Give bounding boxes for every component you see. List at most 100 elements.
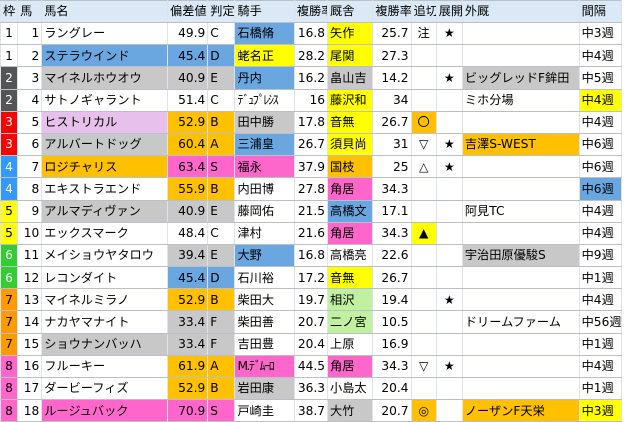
stable-cell: 高橋文 [327,199,374,223]
stable-rate-cell: 10.5 [372,310,412,334]
grade-cell: E [207,199,236,223]
table-row: 2 3 マイネルホウオウ 40.9 E 丹内 16.2 畠山吉 14.2 ★ ビッグレッドF鉾田 中5… [0,66,623,90]
waku-cell: 1 [0,21,19,46]
tenkai-mark-cell [435,266,463,290]
table-row: 8 16 フルーキー 61.9 A M.ﾃﾞﾑｰﾛ 44.5 角居 34.3 ▽ ★ 中4週 [0,354,623,379]
jockey-cell: 三浦皇 [234,132,295,157]
jockey-cell: 内田博 [234,177,295,201]
stable-rate-cell: 20.4 [372,376,412,401]
jockey-cell: 吉田豊 [234,332,295,356]
jockey-cell: 丹内 [234,66,295,90]
horse-number-cell: 1 [17,21,43,46]
deviation-cell: 60.4 [167,132,209,157]
stable-cell: 二ノ宮 [327,310,374,334]
oikiri-mark-cell: ▲ [410,221,437,245]
interval-cell: 中6週 [578,132,623,157]
interval-cell: 中1週 [578,376,623,401]
tenkai-mark-cell [435,88,463,112]
grade-cell: C [207,21,236,46]
waku-cell: 3 [0,132,19,157]
deviation-cell: 39.4 [167,243,209,268]
table-row: 7 14 ナカヤマナイト 33.4 F 柴田善 20.7 二ノ宮 10.5 ドリームファーム 中56… [0,310,623,334]
stable-cell: 国枝 [327,155,374,179]
deviation-cell: 40.9 [167,66,209,90]
tenkai-mark-cell [435,44,463,68]
horse-number-cell: 17 [17,376,43,401]
grade-cell: E [207,243,236,268]
jockey-rate-cell: 20.7 [293,310,329,334]
horse-name-cell: ショウナンバッハ [41,332,169,356]
gaikyu-cell [461,332,580,356]
gaikyu-cell [461,354,580,379]
stable-cell: 畠山吉 [327,66,374,90]
jockey-rate-cell: 26.7 [293,132,329,157]
gaikyu-cell [461,177,580,201]
grade-cell: S [207,155,236,179]
oikiri-mark-cell [410,66,437,90]
oikiri-mark-cell [410,199,437,223]
gaikyu-cell: 宇治田原優駿S [461,243,580,268]
jockey-cell: ﾃﾞｭﾌﾟﾚｼｽ [234,88,295,112]
horse-name-cell: サトノギャラント [41,88,169,112]
grade-cell: A [207,354,236,379]
waku-cell: 5 [0,199,19,223]
oikiri-mark-cell [410,88,437,112]
table-row: 1 1 ラングレー 49.9 C 石橋脩 16.8 矢作 25.7 注 ★ 中3週 [0,21,623,46]
tenkai-mark-cell: ★ [435,288,463,312]
horse-name-cell: ラングレー [41,21,169,46]
col-header-grade: 判定 [207,0,236,23]
interval-cell: 中4週 [578,354,623,379]
horse-number-cell: 10 [17,221,43,245]
waku-cell: 6 [0,243,19,268]
oikiri-mark-cell: 〇 [410,110,437,134]
jockey-cell: 岩田康 [234,376,295,401]
oikiri-mark-cell [410,177,437,201]
col-header-stable: 厩舎 [327,0,374,23]
stable-rate-cell: 25 [372,155,412,179]
stable-rate-cell: 17.1 [372,199,412,223]
oikiri-mark-cell [410,44,437,68]
interval-cell: 中6週 [578,177,623,201]
stable-rate-cell: 14.2 [372,66,412,90]
col-header-stable-rate: 複勝率 [372,0,412,23]
horse-name-cell: アルバートドッグ [41,132,169,157]
waku-cell: 7 [0,310,19,334]
horse-number-cell: 14 [17,310,43,334]
deviation-cell: 61.9 [167,354,209,379]
stable-cell: 音無 [327,110,374,134]
stable-cell: 音無 [327,266,374,290]
gaikyu-cell [461,288,580,312]
stable-cell: 藤沢和 [327,88,374,112]
stable-cell: 角居 [327,221,374,245]
horse-number-cell: 15 [17,332,43,356]
interval-cell: 中1週 [578,266,623,290]
jockey-rate-cell: 16.8 [293,21,329,46]
table-row: 7 15 ショウナンバッハ 33.4 F 吉田豊 20.4 上原 16.9 中1週 [0,332,623,356]
grade-cell: B [207,376,236,401]
jockey-rate-cell: 16.8 [293,243,329,268]
oikiri-mark-cell: ◎ [410,399,437,422]
gaikyu-cell: ドリームファーム [461,310,580,334]
table-row: 2 4 サトノギャラント 51.4 C ﾃﾞｭﾌﾟﾚｼｽ 16 藤沢和 34 ミホ分場 中4週 [0,88,623,112]
interval-cell: 中4週 [578,44,623,68]
interval-cell: 中4週 [578,88,623,112]
interval-cell: 中56週 [578,310,623,334]
deviation-cell: 49.9 [167,21,209,46]
grade-cell: S [207,399,236,422]
table-row: 4 8 エキストラエンド 55.9 B 内田博 27.8 角居 34.3 中6週 [0,177,623,201]
table-row: 8 18 ルージュバック 70.9 S 戸崎圭 38.7 大竹 20.7 ◎ ノーザンF天栄 中3週 [0,399,623,422]
horse-number-cell: 7 [17,155,43,179]
stable-cell: 相沢 [327,288,374,312]
tenkai-mark-cell: ★ [435,132,463,157]
waku-cell: 4 [0,155,19,179]
col-header-interval: 間隔 [578,0,623,23]
jockey-cell: 蛯名正 [234,44,295,68]
deviation-cell: 45.4 [167,266,209,290]
stable-rate-cell: 25.7 [372,21,412,46]
stable-cell: 矢作 [327,21,374,46]
horse-name-cell: ヒストリカル [41,110,169,134]
gaikyu-cell [461,44,580,68]
jockey-rate-cell: 38.7 [293,399,329,422]
stable-cell: 高橋亮 [327,243,374,268]
